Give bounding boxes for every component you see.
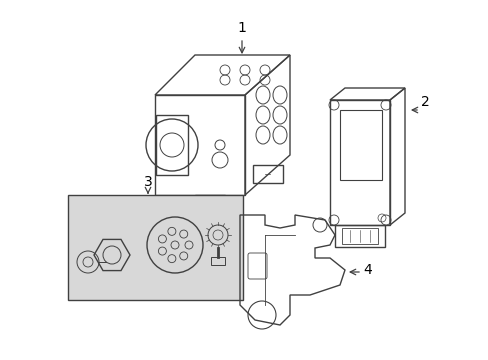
Text: 2: 2 [420,95,428,109]
FancyBboxPatch shape [68,195,243,300]
Text: 1: 1 [237,21,246,35]
Text: 3: 3 [143,175,152,189]
Text: 4: 4 [363,263,372,277]
